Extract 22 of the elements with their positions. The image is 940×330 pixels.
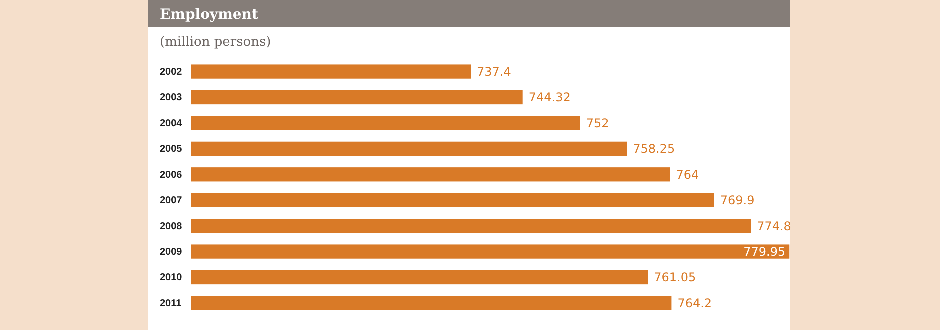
y-tick-label: 2007: [160, 196, 183, 207]
chart-title: Employment: [160, 7, 259, 23]
y-tick-label: 2005: [160, 144, 183, 156]
y-tick-label: 2010: [160, 272, 183, 284]
data-label: 752: [586, 116, 610, 130]
y-tick-label: 2004: [160, 118, 183, 130]
data-label: 744.32: [528, 90, 571, 105]
data-label: 737.4: [477, 64, 512, 79]
y-tick-label: 2008: [160, 221, 183, 232]
chart-subtitle: (million persons): [160, 35, 272, 50]
y-tick-label: 2006: [160, 170, 183, 181]
data-label: 764.2: [678, 296, 712, 310]
data-label: 764: [676, 168, 700, 182]
data-label: 774.8: [757, 219, 792, 234]
data-label: 758.25: [633, 142, 676, 156]
data-label: 761.05: [654, 270, 696, 285]
data-label: 769.9: [720, 194, 755, 208]
y-tick-label: 2011: [160, 298, 182, 310]
y-tick-label: 2003: [160, 92, 183, 104]
y-tick-label: 2002: [160, 66, 183, 78]
data-label: 779.95: [744, 244, 786, 259]
y-tick-label: 2009: [160, 246, 183, 258]
